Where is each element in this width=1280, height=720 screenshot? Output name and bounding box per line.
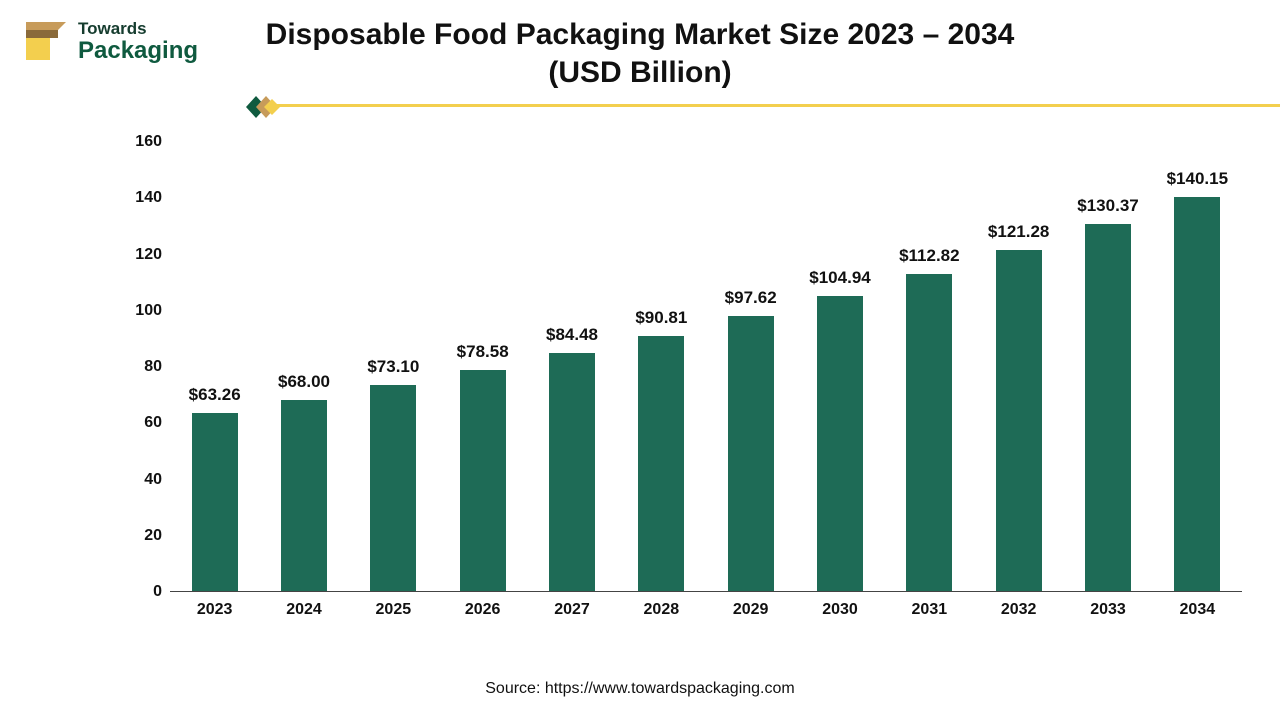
x-tick-label: 2032 — [1001, 601, 1037, 619]
x-tick-label: 2023 — [197, 601, 233, 619]
y-tick-label: 80 — [114, 358, 162, 376]
source-caption: Source: https://www.towardspackaging.com — [0, 680, 1280, 698]
title-line-1: Disposable Food Packaging Market Size 20… — [266, 18, 1015, 51]
bar-value-label: $121.28 — [988, 222, 1049, 242]
x-tick-label: 2031 — [912, 601, 948, 619]
bar: $84.48 — [549, 353, 595, 591]
bar: $68.00 — [281, 400, 327, 591]
bar: $97.62 — [728, 316, 774, 591]
bar-value-label: $84.48 — [546, 325, 598, 345]
x-tick-label: 2028 — [644, 601, 680, 619]
bar: $104.94 — [817, 296, 863, 591]
y-tick-label: 100 — [114, 302, 162, 320]
chart-title: Disposable Food Packaging Market Size 20… — [0, 16, 1280, 91]
bar: $90.81 — [638, 336, 684, 591]
bar-value-label: $78.58 — [457, 342, 509, 362]
divider-badge-icon — [246, 92, 286, 122]
divider-line — [270, 104, 1280, 107]
y-tick-label: 140 — [114, 189, 162, 207]
bar-value-label: $63.26 — [189, 385, 241, 405]
bar: $140.15 — [1174, 197, 1220, 591]
bar: $78.58 — [460, 370, 506, 591]
bar: $130.37 — [1085, 224, 1131, 591]
y-tick-label: 120 — [114, 246, 162, 264]
bar: $73.10 — [370, 385, 416, 591]
market-size-chart: 0 20 40 60 80 100 120 140 160 $63.26 2023 $68.00 202… — [60, 130, 1260, 650]
bar: $121.28 — [996, 250, 1042, 591]
y-tick-label: 0 — [114, 583, 162, 601]
title-line-2: (USD Billion) — [548, 56, 731, 89]
x-tick-label: 2034 — [1180, 601, 1216, 619]
bar: $63.26 — [192, 413, 238, 591]
bar-value-label: $130.37 — [1077, 196, 1138, 216]
y-tick-label: 20 — [114, 527, 162, 545]
bar-value-label: $140.15 — [1167, 169, 1228, 189]
y-tick-label: 60 — [114, 414, 162, 432]
bar-value-label: $97.62 — [725, 288, 777, 308]
title-divider — [246, 98, 1280, 102]
x-tick-label: 2033 — [1090, 601, 1126, 619]
bar-value-label: $68.00 — [278, 372, 330, 392]
bar-value-label: $112.82 — [899, 246, 960, 266]
plot-area: 020406080100120140160$63.262023$68.00202… — [170, 142, 1242, 592]
x-tick-label: 2027 — [554, 601, 590, 619]
y-tick-label: 40 — [114, 471, 162, 489]
x-tick-label: 2024 — [286, 601, 322, 619]
x-tick-label: 2025 — [376, 601, 412, 619]
bar-value-label: $73.10 — [367, 357, 419, 377]
bar-value-label: $90.81 — [635, 308, 687, 328]
x-tick-label: 2030 — [822, 601, 858, 619]
bar: $112.82 — [906, 274, 952, 591]
bar-value-label: $104.94 — [809, 268, 870, 288]
x-tick-label: 2026 — [465, 601, 501, 619]
y-tick-label: 160 — [114, 133, 162, 151]
x-tick-label: 2029 — [733, 601, 769, 619]
